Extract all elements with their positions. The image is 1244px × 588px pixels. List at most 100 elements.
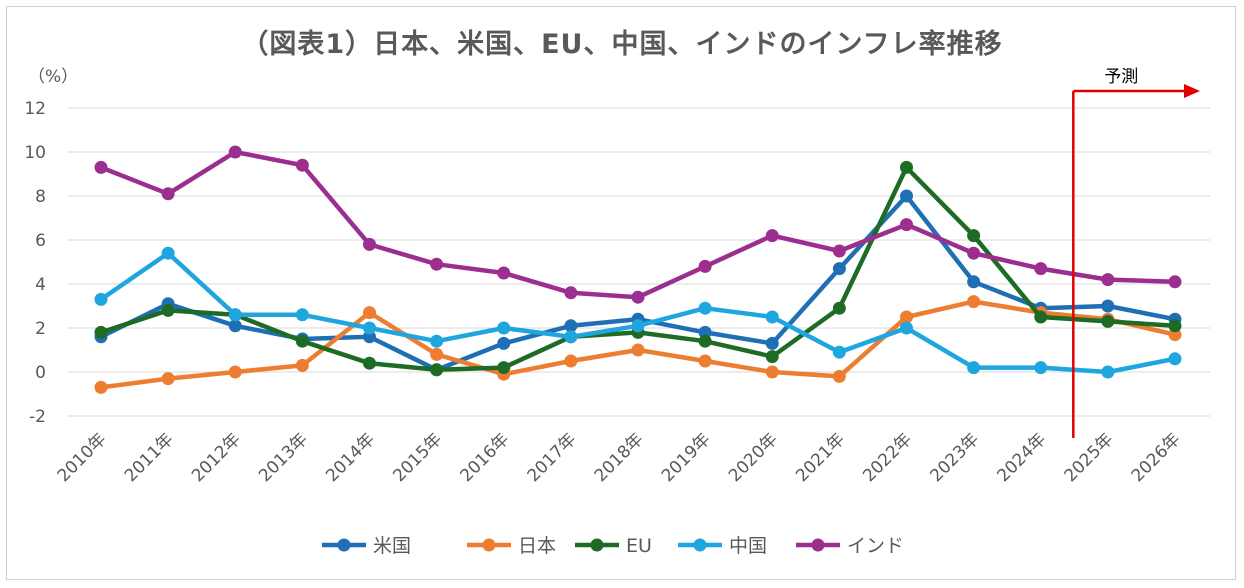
data-point — [765, 365, 779, 379]
data-point — [832, 345, 846, 359]
data-point — [430, 347, 444, 361]
x-tick-label: 2022年 — [859, 429, 916, 486]
data-point — [698, 259, 712, 273]
x-tick-label: 2010年 — [54, 429, 111, 486]
data-point — [1101, 365, 1115, 379]
data-point — [765, 310, 779, 324]
data-point — [94, 325, 108, 339]
x-tick-label: 2019年 — [658, 429, 715, 486]
data-point — [430, 363, 444, 377]
x-tick-label: 2021年 — [792, 429, 849, 486]
data-point — [564, 286, 578, 300]
data-point — [765, 229, 779, 243]
data-point — [698, 334, 712, 348]
data-point — [1034, 310, 1048, 324]
x-tick-label: 2011年 — [121, 429, 178, 486]
data-point — [295, 334, 309, 348]
legend-marker — [337, 538, 351, 552]
y-tick-label: 4 — [35, 275, 46, 295]
data-point — [967, 275, 981, 289]
x-tick-label: 2024年 — [994, 429, 1051, 486]
x-tick-label: 2017年 — [524, 429, 581, 486]
y-axis-unit: （%） — [28, 67, 78, 87]
legend-label: EU — [626, 535, 652, 557]
x-tick-label: 2020年 — [725, 429, 782, 486]
data-point — [967, 246, 981, 260]
data-point — [564, 319, 578, 333]
series-line — [98, 165, 1178, 373]
x-tick-label: 2018年 — [591, 429, 648, 486]
y-tick-label: 8 — [35, 187, 46, 207]
data-point — [497, 361, 511, 375]
x-tick-label: 2025年 — [1061, 429, 1118, 486]
data-point — [161, 187, 175, 201]
chart-title: （図表1）日本、米国、EU、中国、インドのインフレ率推移 — [241, 29, 1003, 60]
data-point — [363, 321, 376, 335]
data-point — [1101, 314, 1115, 328]
x-tick-label: 2014年 — [322, 429, 379, 486]
data-point — [967, 295, 981, 309]
data-point — [765, 350, 779, 364]
data-point — [967, 361, 981, 375]
data-point — [900, 321, 913, 335]
x-tick-label: 2023年 — [926, 429, 983, 486]
data-point — [228, 365, 242, 379]
data-point — [832, 369, 846, 383]
data-point — [564, 354, 578, 368]
data-point — [497, 266, 511, 280]
data-point — [765, 336, 779, 350]
legend-marker — [590, 538, 604, 552]
data-point — [497, 336, 511, 350]
data-point — [832, 244, 846, 258]
data-point — [94, 292, 108, 306]
y-tick-label: 6 — [35, 231, 46, 251]
y-tick-label: 10 — [24, 143, 46, 163]
data-point — [1168, 319, 1182, 333]
data-point — [161, 246, 175, 260]
data-point — [430, 334, 444, 348]
data-point — [832, 301, 846, 315]
data-point — [497, 321, 511, 335]
data-point — [94, 380, 108, 394]
data-point — [631, 343, 645, 357]
data-point — [698, 301, 712, 315]
forecast-arrow-head — [1184, 84, 1200, 98]
x-tick-label: 2015年 — [389, 429, 446, 486]
data-point — [295, 158, 309, 172]
data-point — [94, 160, 108, 174]
data-point — [161, 372, 175, 386]
data-point — [1168, 275, 1182, 289]
data-point — [900, 310, 913, 324]
legend-label: 中国 — [729, 535, 767, 557]
legend-marker — [693, 538, 707, 552]
x-tick-label: 2016年 — [457, 429, 514, 486]
x-tick-label: 2012年 — [188, 429, 245, 486]
data-point — [228, 308, 242, 322]
data-point — [1101, 273, 1115, 287]
data-point — [564, 330, 578, 344]
legend-label: インド — [847, 535, 904, 557]
data-point — [900, 160, 913, 174]
data-point — [631, 290, 645, 304]
data-point — [228, 319, 242, 333]
data-point — [900, 218, 913, 232]
data-point — [1034, 262, 1048, 276]
legend-label: 日本 — [518, 535, 556, 557]
x-tick-label: 2013年 — [255, 429, 312, 486]
data-point — [900, 189, 913, 203]
data-point — [161, 303, 175, 317]
data-point — [363, 306, 376, 320]
data-point — [967, 229, 981, 243]
forecast-label: 予測 — [1104, 67, 1138, 87]
data-point — [363, 237, 376, 251]
legend-marker — [811, 538, 825, 552]
data-point — [295, 358, 309, 372]
data-point — [295, 308, 309, 322]
data-point — [430, 257, 444, 271]
data-point — [631, 319, 645, 333]
data-point — [363, 356, 376, 370]
data-point — [1034, 361, 1048, 375]
legend-label: 米国 — [373, 535, 411, 557]
y-tick-label: 12 — [24, 99, 46, 119]
